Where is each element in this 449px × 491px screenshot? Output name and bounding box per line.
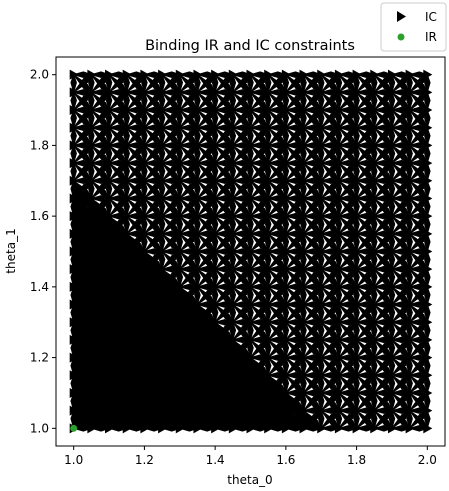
ic-marker [122, 175, 132, 186]
ic-marker [122, 140, 132, 151]
chart-title: Binding IR and IC constraints [145, 38, 355, 54]
ic-constraint-line [91, 392, 145, 429]
ic-marker [122, 193, 132, 204]
ic-marker [140, 122, 150, 133]
ic-constraint-line [73, 357, 128, 429]
ic-marker [105, 87, 115, 98]
ic-marker [122, 69, 132, 80]
ic-marker [122, 211, 132, 222]
ic-constraint-line [73, 375, 92, 411]
ic-marker [140, 423, 150, 434]
ic-marker [69, 87, 79, 98]
ic-constraint-line [73, 357, 110, 411]
ic-marker [105, 158, 115, 169]
ic-marker [140, 158, 150, 169]
ic-marker [122, 87, 132, 98]
ic-marker [140, 175, 150, 186]
ic-marker [105, 423, 115, 434]
ic-marker [140, 193, 150, 204]
ic-marker [69, 122, 79, 133]
ic-constraint-line [73, 392, 92, 429]
ic-marker [122, 158, 132, 169]
ic-marker [105, 140, 115, 151]
ic-marker [105, 105, 115, 116]
ic-marker [87, 423, 97, 434]
ic-constraint-line [73, 374, 145, 429]
ic-marker [140, 211, 150, 222]
ic-marker [69, 140, 79, 151]
ic-marker [69, 158, 79, 169]
ic-marker [122, 423, 132, 434]
ic-marker [105, 69, 115, 80]
ic-marker [122, 105, 132, 116]
ic-marker [87, 87, 97, 98]
ic-marker [105, 122, 115, 133]
ic-marker [105, 175, 115, 186]
ic-marker [87, 158, 97, 169]
ic-marker [140, 228, 150, 239]
ic-marker [87, 122, 97, 133]
ic-marker [140, 140, 150, 151]
ic-marker [87, 105, 97, 116]
ic-marker [69, 105, 79, 116]
ic-marker [105, 193, 115, 204]
ic-marker [87, 140, 97, 151]
ic-marks [69, 69, 433, 434]
ic-constraint-line [73, 374, 110, 429]
ic-marker [87, 175, 97, 186]
ic-marker [87, 69, 97, 80]
ic-constraint-line [73, 392, 128, 429]
ic-marker [69, 69, 79, 80]
ic-marker [122, 122, 132, 133]
